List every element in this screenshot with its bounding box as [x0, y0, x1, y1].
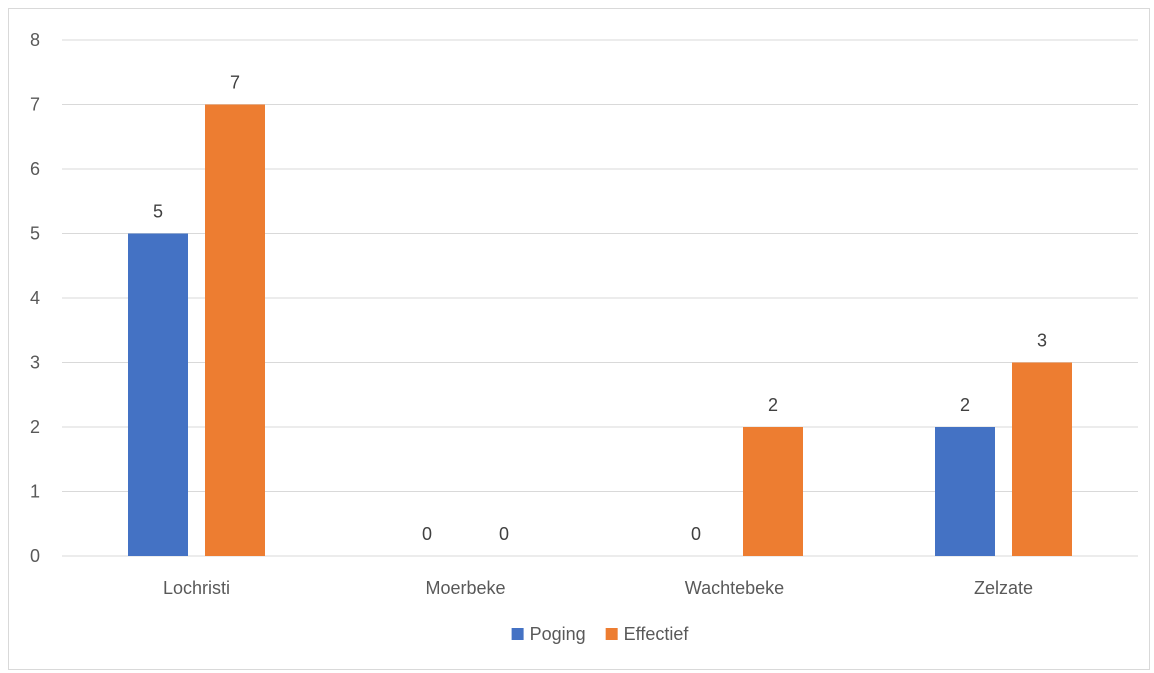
bar-effectief-wachtebeke [743, 427, 803, 556]
legend: Poging Effectief [511, 624, 690, 644]
y-tick-label: 1 [30, 482, 40, 502]
x-tick-label: Zelzate [974, 578, 1033, 598]
data-label: 7 [230, 73, 240, 93]
y-tick-label: 8 [30, 30, 40, 50]
y-tick-label: 0 [30, 546, 40, 566]
bars [128, 104, 1072, 556]
y-tick-label: 6 [30, 159, 40, 179]
legend-label: Poging [530, 624, 586, 644]
x-tick-label: Wachtebeke [685, 578, 784, 598]
bar-effectief-lochristi [205, 104, 265, 556]
legend-swatch [511, 628, 524, 640]
legend-label: Effectief [624, 624, 690, 644]
y-tick-label: 5 [30, 224, 40, 244]
legend-item: Effectief [605, 624, 690, 644]
y-tick-label: 2 [30, 417, 40, 437]
data-label: 2 [960, 395, 970, 415]
x-axis-tick-labels: Lochristi Moerbeke Wachtebeke Zelzate [163, 578, 1033, 598]
x-tick-label: Lochristi [163, 578, 230, 598]
y-axis-tick-labels: 0 1 2 3 4 5 6 7 8 [30, 30, 40, 566]
data-label: 5 [153, 202, 163, 222]
bar-poging-zelzate [935, 427, 995, 556]
legend-swatch [605, 628, 618, 640]
data-label: 0 [691, 524, 701, 544]
y-tick-label: 3 [30, 353, 40, 373]
chart-frame [8, 8, 1150, 670]
data-label: 3 [1037, 331, 1047, 351]
data-label: 0 [499, 524, 509, 544]
x-tick-label: Moerbeke [425, 578, 505, 598]
bar-poging-lochristi [128, 233, 188, 556]
y-tick-label: 7 [30, 95, 40, 115]
data-label: 0 [422, 524, 432, 544]
bar-effectief-zelzate [1012, 362, 1072, 556]
y-tick-label: 4 [30, 288, 40, 308]
data-label: 2 [768, 395, 778, 415]
data-labels: 5 7 0 0 0 2 2 3 [153, 73, 1047, 545]
legend-item: Poging [511, 624, 586, 644]
